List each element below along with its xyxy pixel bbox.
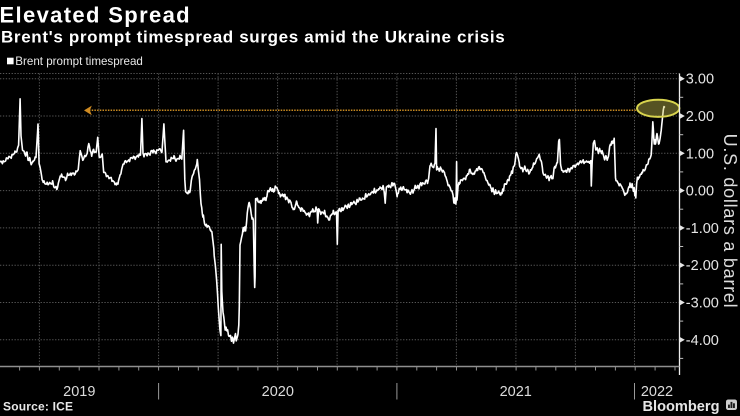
svg-text:Brent prompt timespread: Brent prompt timespread: [15, 55, 143, 68]
svg-text:0.00: 0.00: [686, 184, 714, 200]
svg-text:-1.00: -1.00: [686, 221, 719, 237]
svg-text:Brent's prompt timespread surg: Brent's prompt timespread surges amid th…: [1, 28, 505, 47]
svg-text:2021: 2021: [500, 384, 532, 400]
svg-text:2020: 2020: [262, 384, 294, 400]
svg-text:2022: 2022: [641, 384, 673, 400]
svg-text:Source: ICE: Source: ICE: [3, 400, 73, 414]
svg-text:-2.00: -2.00: [686, 258, 719, 274]
svg-text:Elevated Spread: Elevated Spread: [0, 3, 191, 28]
svg-text:3.00: 3.00: [686, 72, 714, 88]
svg-text:Bloomberg: Bloomberg: [642, 399, 719, 415]
svg-text:2.00: 2.00: [686, 109, 714, 125]
svg-text:-4.00: -4.00: [686, 333, 719, 349]
svg-text:2019: 2019: [63, 384, 95, 400]
svg-text:U.S. dollars a barrel: U.S. dollars a barrel: [720, 134, 740, 309]
svg-text:-3.00: -3.00: [686, 296, 719, 312]
svg-text:1.00: 1.00: [686, 146, 714, 162]
